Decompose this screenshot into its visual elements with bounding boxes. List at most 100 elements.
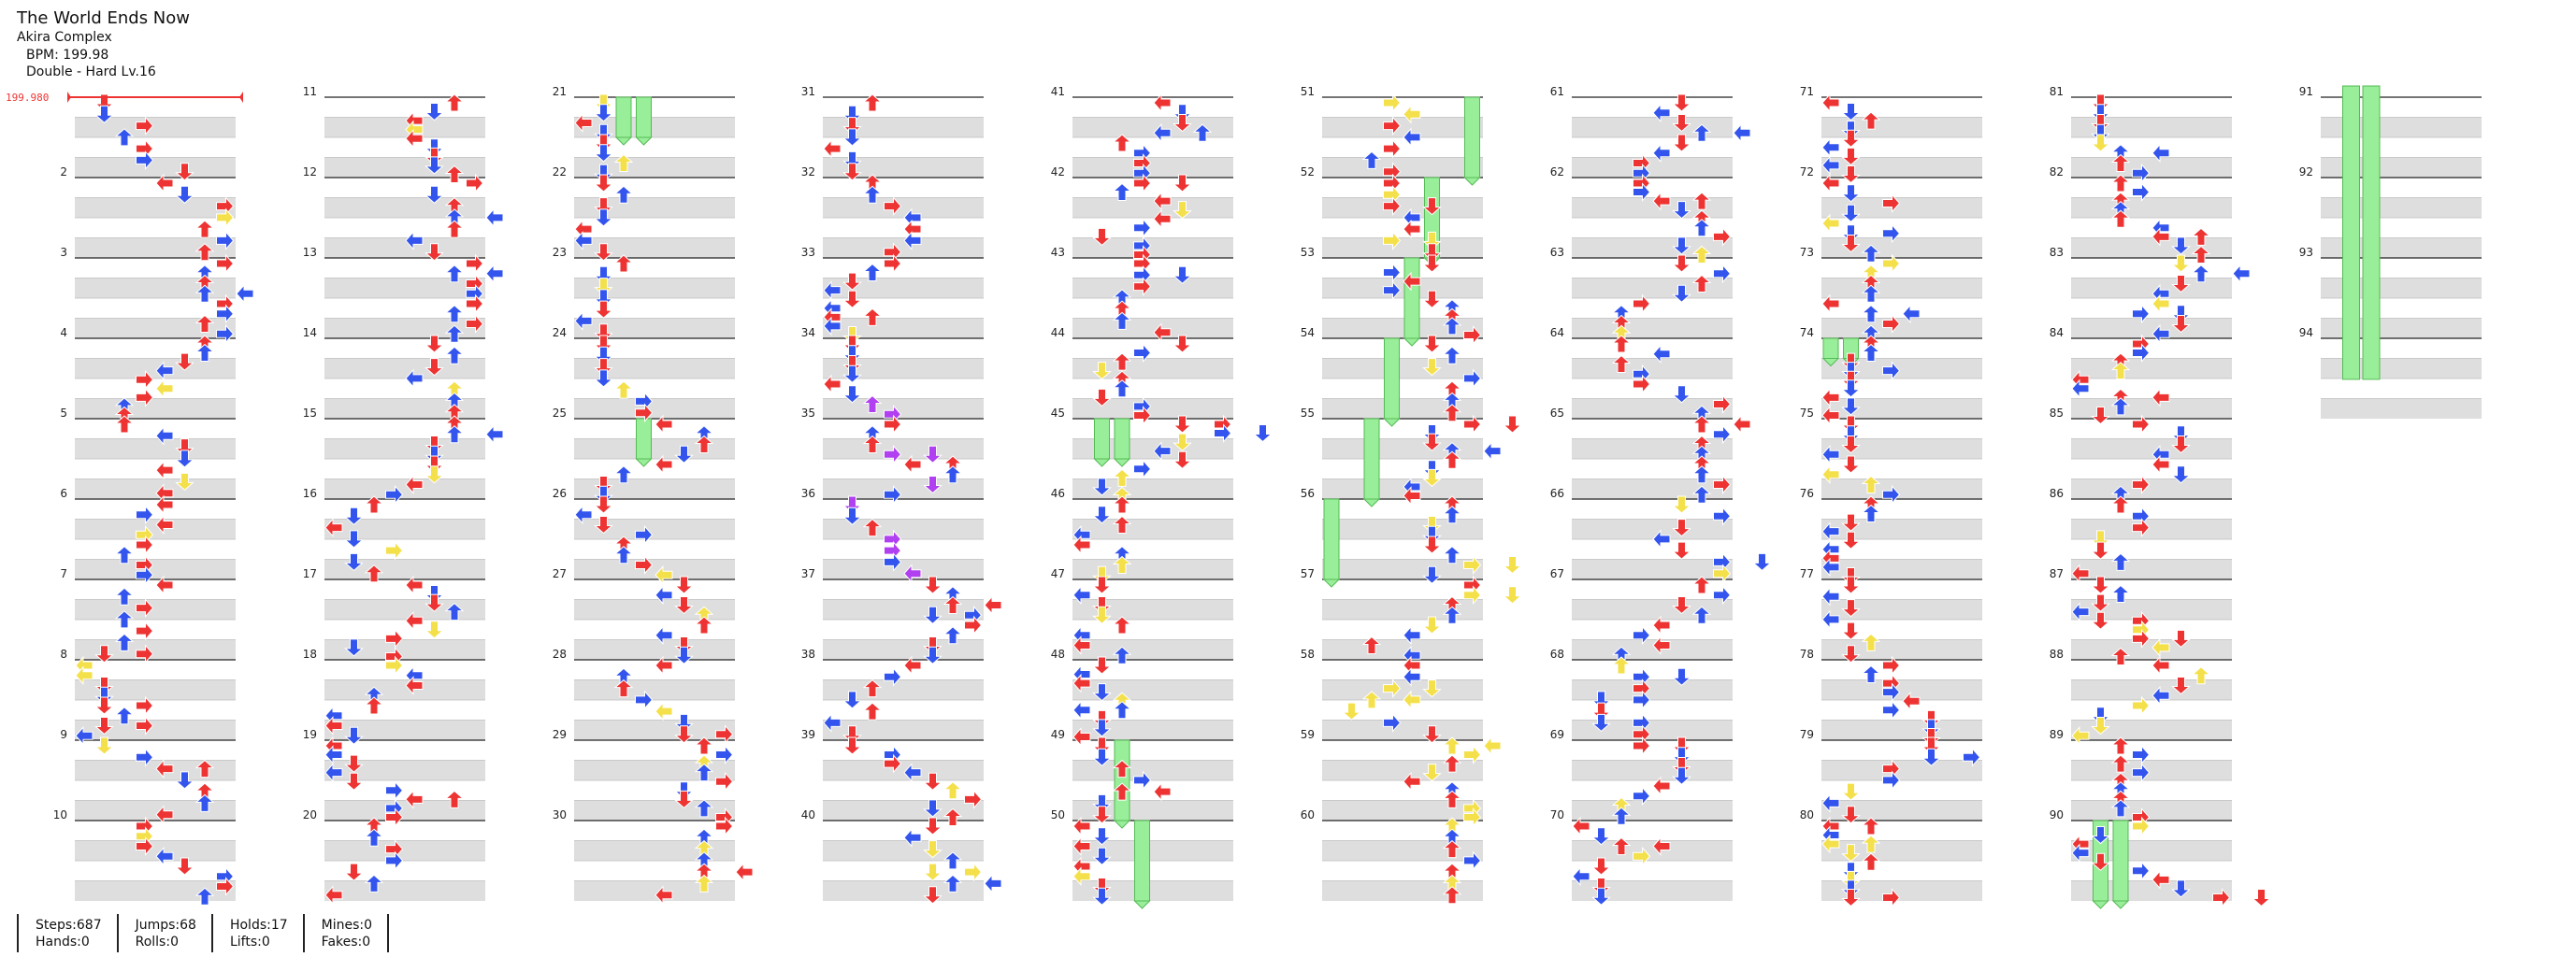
down-arrow-note (344, 772, 364, 791)
hold-note (1323, 498, 1340, 580)
left-arrow-note (2151, 388, 2170, 407)
measure-number: 25 (553, 407, 567, 420)
down-arrow-note (1422, 565, 1442, 584)
beat-stripe (1821, 599, 1982, 620)
right-arrow-note (1133, 770, 1152, 791)
up-arrow-note (1611, 335, 1632, 353)
beat-stripe (823, 760, 984, 780)
up-arrow-note (2110, 495, 2131, 514)
left-arrow-note (2071, 379, 2090, 399)
down-arrow-note (1092, 606, 1112, 624)
down-arrow-note (1422, 335, 1442, 353)
song-difficulty: Double - Hard Lv.16 (26, 64, 156, 79)
beat-stripe (1821, 880, 1982, 901)
beat-stripe (2321, 398, 2482, 419)
beat-stripe (1072, 639, 1233, 660)
down-arrow-note (923, 445, 943, 464)
up-arrow-note (2110, 754, 2131, 773)
left-arrow-note (1821, 388, 1840, 407)
right-arrow-note (1463, 807, 1482, 827)
right-arrow-note (1463, 585, 1482, 606)
right-arrow-note (136, 505, 154, 525)
measure-number: 23 (553, 246, 567, 259)
up-arrow-note (1112, 495, 1132, 514)
left-arrow-note (1403, 104, 1421, 124)
right-arrow-note (1633, 786, 1651, 807)
right-arrow-note (1713, 475, 1732, 494)
measure-number: 45 (1051, 407, 1065, 420)
up-arrow-note (2110, 174, 2131, 193)
beat-stripe (2071, 559, 2232, 579)
measure-number: 18 (303, 648, 317, 661)
right-arrow-note (1383, 116, 1402, 136)
left-arrow-note (1403, 771, 1421, 792)
down-arrow-note (1422, 536, 1442, 554)
right-arrow-note (1882, 655, 1901, 676)
down-arrow-note (842, 507, 862, 525)
hold-end (1403, 337, 1421, 347)
left-arrow-note (2071, 564, 2090, 584)
left-arrow-note (2151, 293, 2170, 314)
up-arrow-note (1361, 150, 1382, 169)
right-arrow-note (2132, 629, 2151, 649)
beat-stripe (2071, 639, 2232, 660)
up-arrow-note (114, 610, 135, 629)
down-arrow-note (1173, 114, 1192, 133)
hold-note (1464, 96, 1480, 179)
left-arrow-note (1153, 781, 1172, 802)
long-hold-note (2342, 85, 2360, 380)
left-arrow-note (1652, 103, 1671, 123)
beat-stripe (2071, 398, 2232, 419)
down-arrow-note (2091, 541, 2110, 560)
up-arrow-note (1611, 836, 1632, 855)
beat-stripe (75, 639, 236, 660)
measure-number: 81 (2050, 85, 2064, 98)
down-arrow-note (344, 530, 364, 549)
up-arrow-note (613, 254, 634, 273)
beat-stripe (823, 679, 984, 700)
left-arrow-note (1821, 521, 1840, 541)
beat-stripe (324, 720, 485, 740)
down-arrow-note (1841, 806, 1861, 824)
beat-stripe (1322, 840, 1483, 861)
right-arrow-note (136, 644, 154, 664)
right-arrow-note (1713, 424, 1732, 445)
left-arrow-note (1153, 122, 1172, 143)
beat-stripe (324, 559, 485, 579)
beat-stripe (1572, 800, 1733, 821)
left-arrow-note (1483, 736, 1502, 756)
down-arrow-note (1422, 197, 1442, 216)
measure-number: 15 (303, 407, 317, 420)
right-arrow-note (1133, 218, 1152, 238)
hold-note (1363, 418, 1380, 500)
beat-stripe (1572, 639, 1733, 660)
right-arrow-note (715, 745, 734, 764)
beat-stripe (1821, 157, 1982, 178)
hold-end (1383, 418, 1401, 427)
up-arrow-note (1861, 343, 1881, 363)
right-arrow-note (635, 524, 654, 545)
down-arrow-note (1253, 424, 1273, 443)
left-arrow-note (655, 585, 673, 606)
beat-stripe (75, 398, 236, 419)
right-arrow-note (884, 753, 902, 774)
beat-stripe (75, 599, 236, 620)
up-arrow-note (613, 153, 634, 172)
beat-stripe (75, 117, 236, 137)
beat-stripe (823, 639, 984, 660)
hold-end (1093, 458, 1111, 467)
beat-stripe (2321, 237, 2482, 258)
up-arrow-note (862, 678, 883, 698)
beat-stripe (823, 398, 984, 419)
up-arrow-note (194, 220, 215, 238)
down-arrow-note (1092, 847, 1112, 865)
beat-stripe (823, 519, 984, 539)
left-arrow-note (405, 575, 424, 595)
down-arrow-note (1092, 656, 1112, 675)
beat-stripe (2071, 599, 2232, 620)
down-arrow-note (1092, 683, 1112, 702)
right-arrow-note (1133, 459, 1152, 479)
down-arrow-note (923, 817, 943, 836)
left-arrow-note (155, 494, 174, 515)
left-arrow-note (574, 231, 593, 250)
